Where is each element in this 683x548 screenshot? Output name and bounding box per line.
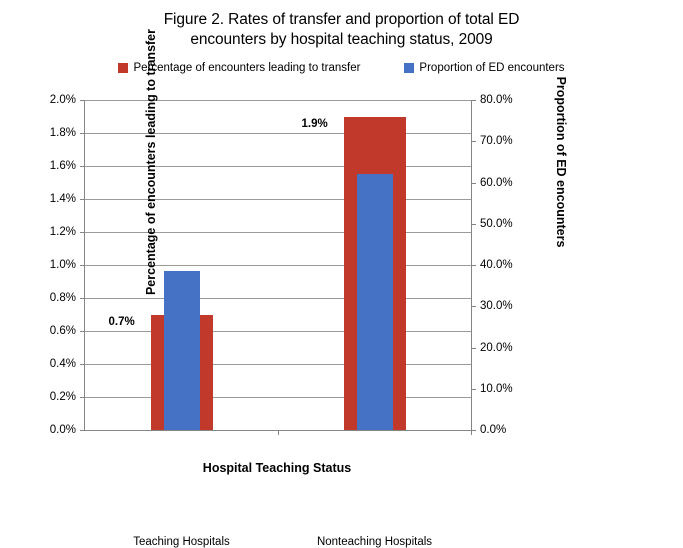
y-axis-tick-primary [80, 331, 85, 332]
y-axis-label-secondary: 60.0% [480, 176, 513, 189]
y-axis-title-secondary: Proportion of ED encounters [554, 76, 568, 248]
y-axis-label-primary: 2.0% [49, 94, 76, 106]
x-axis-category-label: Nonteaching Hospitals [316, 536, 433, 548]
y-axis-tick-primary [80, 265, 85, 266]
y-axis-tick-primary [80, 166, 85, 167]
y-axis-label-secondary: 70.0% [480, 135, 513, 148]
gridline [85, 331, 471, 332]
chart-title-line-1: Figure 2. Rates of transfer and proporti… [163, 11, 520, 28]
chart-figure: Figure 2. Rates of transfer and proporti… [0, 10, 683, 548]
y-axis-label-primary: 1.8% [49, 127, 76, 139]
y-axis-title-primary: Percentage of encounters leading to tran… [144, 28, 158, 296]
legend-label-transfer-percentage: Percentage of encounters leading to tran… [133, 62, 361, 74]
bar-data-label: 0.7% [108, 315, 135, 328]
y-axis-label-secondary: 40.0% [480, 259, 513, 271]
y-axis-label-primary: 1.0% [49, 259, 76, 271]
y-axis-tick-secondary [471, 265, 476, 266]
chart-title-line-2: encounters by hospital teaching status, … [190, 31, 493, 48]
y-axis-tick-secondary [471, 223, 476, 225]
y-axis-tick-primary [80, 232, 85, 233]
y-axis-label-secondary: 50.0% [480, 217, 513, 230]
gridline [85, 166, 471, 167]
y-axis-tick-secondary [471, 141, 476, 143]
chart-title: Figure 2. Rates of transfer and proporti… [60, 10, 623, 50]
x-axis-tick [471, 430, 472, 435]
legend-item-transfer-percentage: Percentage of encounters leading to tran… [118, 62, 360, 74]
gridline [85, 298, 471, 299]
y-axis-tick-primary [80, 100, 85, 101]
plot-area: 0.0% 0.2% 0.4% 0.6% 0.8% 1.0% 1.2% 1.4% 1.6% 1.8%… [50, 94, 513, 548]
y-axis-label-secondary: 30.0% [480, 300, 513, 313]
y-axis-tick-primary [80, 364, 85, 365]
y-axis-label-secondary: 80.0% [480, 94, 513, 106]
y-axis-label-primary: 0.8% [49, 292, 76, 304]
y-axis-tick-primary [80, 430, 85, 431]
y-axis-label-primary: 0.2% [49, 391, 76, 403]
y-axis-tick-secondary [471, 430, 476, 431]
y-axis-label-secondary: 10.0% [480, 382, 513, 395]
legend-swatch-blue-icon [404, 63, 415, 73]
y-axis-tick-primary [80, 397, 85, 398]
y-axis-tick-secondary [471, 347, 476, 349]
gridline [85, 100, 471, 101]
y-axis-tick-secondary [471, 182, 476, 184]
chart-legend: Percentage of encounters leading to tran… [0, 62, 683, 74]
gridline [85, 133, 471, 134]
x-axis-title: Hospital Teaching Status [202, 461, 352, 475]
y-axis-label-primary: 0.0% [49, 424, 76, 436]
y-axis-label-primary: 0.6% [49, 325, 76, 337]
gridline [85, 199, 471, 200]
y-axis-label-primary: 1.2% [49, 226, 76, 238]
y-axis-tick-primary [80, 133, 85, 134]
y-axis-label-primary: 1.4% [49, 193, 76, 205]
legend-item-ed-proportion: Proportion of ED encounters [404, 62, 565, 74]
y-axis-tick-primary [80, 199, 85, 200]
y-axis-label-secondary: 20.0% [480, 341, 513, 354]
y-axis-label-secondary: 0.0% [480, 424, 507, 436]
y-axis-tick-secondary [471, 306, 476, 308]
gridline [85, 265, 471, 266]
x-axis-tick [278, 430, 279, 435]
gridline [85, 364, 471, 365]
y-axis-label-primary: 0.4% [49, 358, 76, 370]
legend-swatch-red-icon [118, 63, 129, 73]
x-axis-category-label: Teaching Hospitals [133, 536, 230, 548]
y-axis-tick-secondary [471, 388, 476, 390]
bar-ed-proportion [163, 271, 200, 430]
y-axis-label-primary: 1.6% [49, 160, 76, 172]
gridline [85, 397, 471, 398]
y-axis-tick-secondary [471, 100, 476, 101]
gridline [85, 232, 471, 233]
bar-ed-proportion [356, 174, 393, 430]
bar-data-label: 1.9% [301, 117, 328, 130]
legend-label-ed-proportion: Proportion of ED encounters [419, 62, 565, 74]
y-axis-tick-primary [80, 298, 85, 299]
